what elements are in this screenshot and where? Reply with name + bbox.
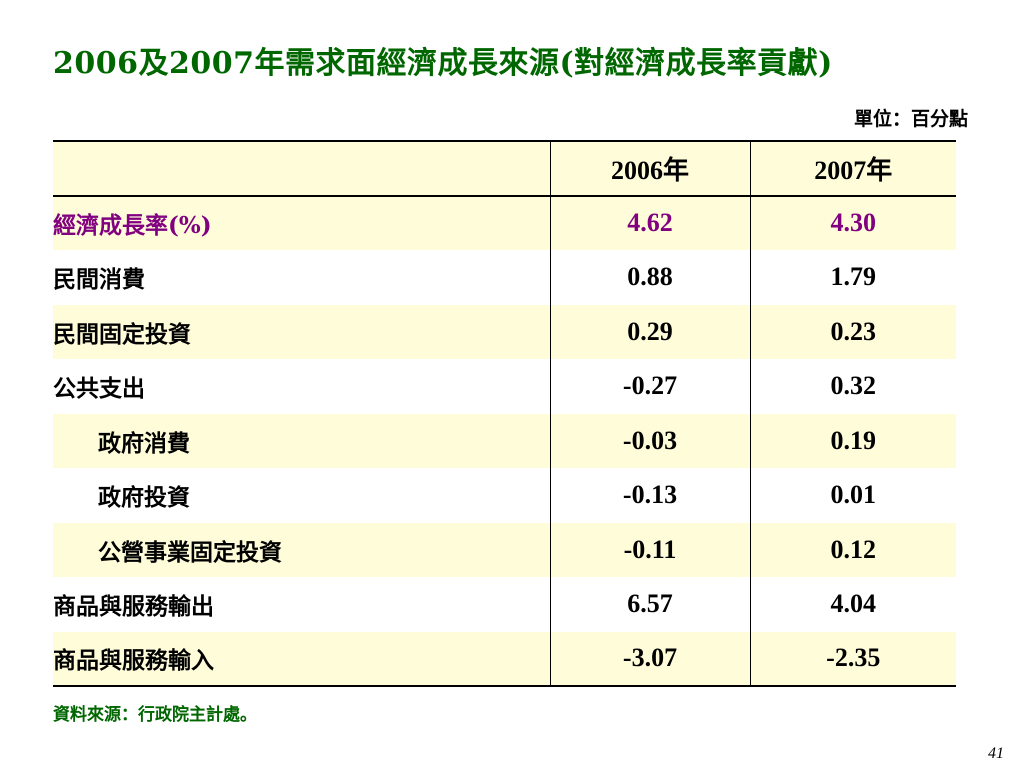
cell-2006: -0.03	[549, 413, 750, 468]
source-note: 資料來源：行政院主計處。	[53, 705, 257, 725]
row-label: 民間消費	[53, 250, 550, 305]
cell-2007: 0.23	[749, 304, 956, 359]
row-label: 公共支出	[53, 359, 550, 414]
table-row-imports: 商品與服務輸入 -3.07 -2.35	[53, 631, 956, 686]
table-row-public-expenditure: 公共支出 -0.27 0.32	[53, 359, 956, 414]
cell-2007: 0.01	[749, 468, 956, 523]
cell-2007: 4.30	[749, 195, 956, 250]
cell-2007: 0.19	[749, 413, 956, 468]
page-number: 41	[988, 745, 1004, 762]
cell-2006: -0.13	[549, 468, 750, 523]
row-label: 商品與服務輸出	[53, 577, 550, 632]
table-row-government-investment: 政府投資 -0.13 0.01	[53, 468, 956, 523]
table-row-private-investment: 民間固定投資 0.29 0.23	[53, 304, 956, 359]
slide-title: 2006及2007年需求面經濟成長來源(對經濟成長率貢獻)	[53, 46, 833, 81]
header-2007: 2007年	[749, 141, 956, 196]
cell-2006: -3.07	[549, 631, 750, 686]
cell-2007: 0.12	[749, 522, 956, 577]
row-label: 經濟成長率(%)	[53, 195, 550, 250]
cell-2006: -0.11	[549, 522, 750, 577]
unit-label: 單位：百分點	[853, 108, 968, 130]
row-label: 政府消費	[53, 413, 550, 468]
cell-2007: 1.79	[749, 250, 956, 305]
table-row-government-consumption: 政府消費 -0.03 0.19	[53, 413, 956, 468]
growth-contribution-table: 2006年 2007年 經濟成長率(%) 4.62 4.30 民間消費 0.88…	[53, 140, 956, 687]
cell-2007: -2.35	[749, 631, 956, 686]
cell-2006: 4.62	[549, 195, 750, 250]
cell-2006: 0.29	[549, 304, 750, 359]
row-label: 政府投資	[53, 468, 550, 523]
cell-2006: -0.27	[549, 359, 750, 414]
table-row-private-consumption: 民間消費 0.88 1.79	[53, 250, 956, 305]
table-row-exports: 商品與服務輸出 6.57 4.04	[53, 577, 956, 632]
table-row-public-enterprise-investment: 公營事業固定投資 -0.11 0.12	[53, 522, 956, 577]
header-2006: 2006年	[549, 141, 750, 196]
row-label: 公營事業固定投資	[53, 522, 550, 577]
table-row-gdp-growth: 經濟成長率(%) 4.62 4.30	[53, 195, 956, 250]
cell-2006: 6.57	[549, 577, 750, 632]
table-header-row: 2006年 2007年	[53, 141, 956, 196]
row-label: 商品與服務輸入	[53, 631, 550, 686]
header-item	[53, 141, 550, 196]
cell-2007: 4.04	[749, 577, 956, 632]
cell-2007: 0.32	[749, 359, 956, 414]
row-label: 民間固定投資	[53, 304, 550, 359]
cell-2006: 0.88	[549, 250, 750, 305]
